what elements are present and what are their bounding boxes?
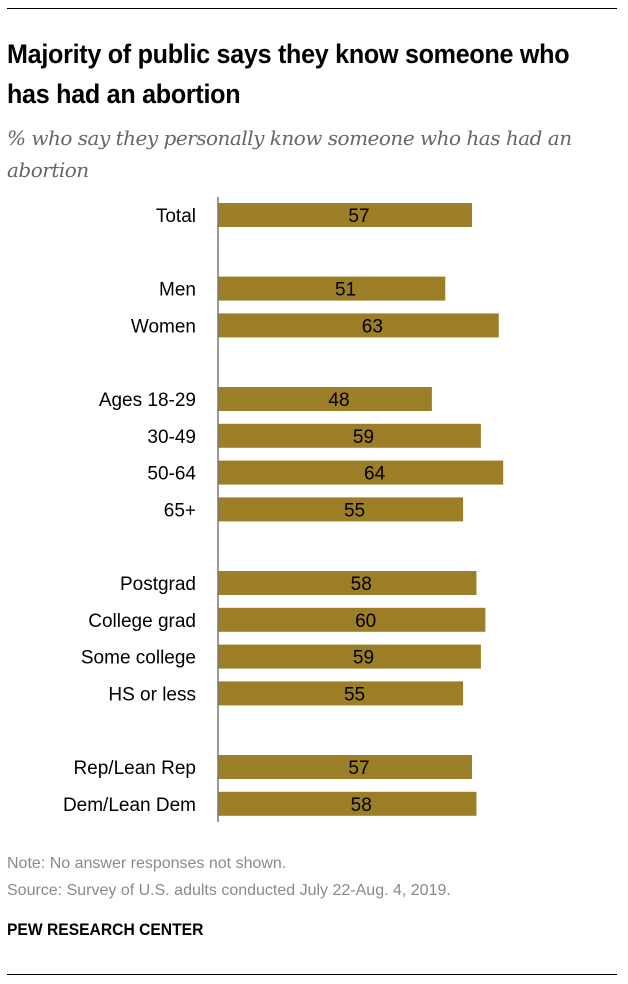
category-label: HS or less [108,684,196,705]
category-label: Women [131,316,196,337]
top-rule [7,8,617,9]
bar [218,755,472,779]
category-label: Postgrad [120,574,196,595]
bar [218,681,464,706]
data-label: 55 [344,684,365,705]
data-label: 63 [362,316,383,337]
bar [218,571,477,595]
bar [218,423,481,448]
data-label: 64 [364,464,386,485]
source-text: Source: Survey of U.S. adults conducted … [7,882,451,899]
data-label: 48 [328,390,349,411]
category-label: College grad [88,611,196,632]
category-label: Total [156,206,196,227]
bar [218,644,481,669]
bottom-rule [7,974,617,975]
chart-title: Majority of public says they know someon… [7,39,570,109]
data-label: 57 [348,206,369,227]
data-label: 59 [353,427,374,448]
note-text: Note: No answer responses not shown. [7,855,287,872]
category-label: Men [159,280,196,301]
data-label: 55 [344,500,365,521]
category-label: Ages 18-29 [99,390,196,411]
bar [218,276,446,301]
data-label: 58 [351,795,372,816]
bar [218,313,499,338]
bar [218,607,486,632]
bar [218,791,477,816]
category-label: 50-64 [147,464,196,485]
data-label: 51 [335,280,356,301]
category-label: Dem/Lean Dem [63,795,196,816]
category-label: Rep/Lean Rep [73,758,196,779]
category-label: 65+ [164,500,196,521]
chart-subtitle: % who say they personally know someone w… [7,126,572,182]
data-label: 58 [351,574,372,595]
data-label: 60 [355,611,376,632]
category-label: 30-49 [147,427,196,448]
data-label: 57 [348,758,369,779]
bar [218,497,464,522]
category-label: Some college [81,648,196,669]
bar [218,387,432,411]
bar [218,203,472,227]
brand-logo-text: PEW RESEARCH CENTER [7,920,204,939]
bar [218,460,504,485]
data-label: 59 [353,648,374,669]
